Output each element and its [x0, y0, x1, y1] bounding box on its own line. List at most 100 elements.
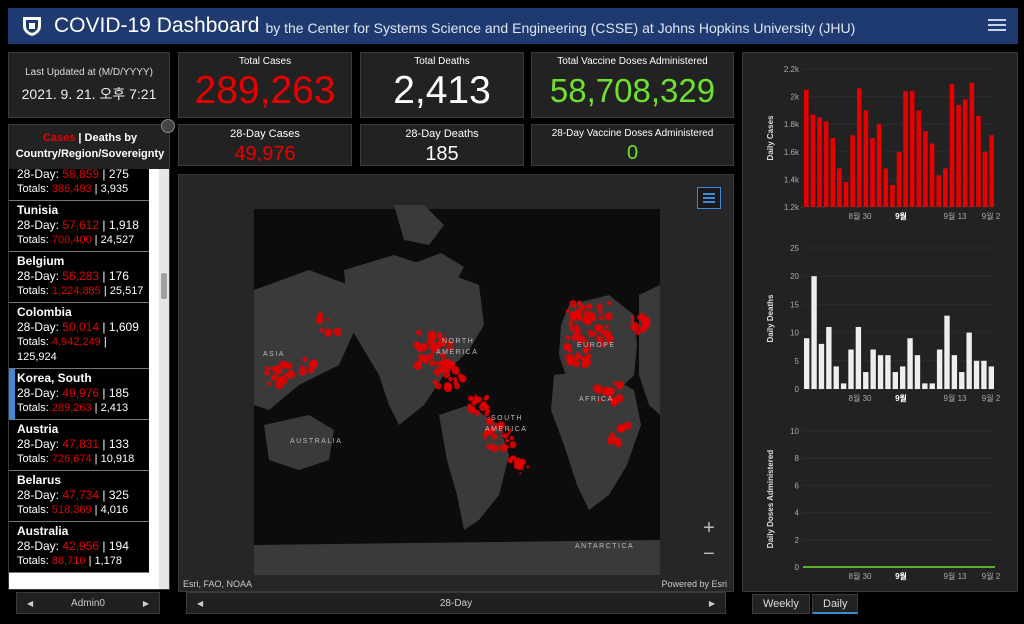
bar[interactable] [982, 151, 988, 207]
case-dot[interactable] [447, 341, 453, 347]
case-dot[interactable] [442, 362, 450, 370]
bar[interactable] [959, 372, 965, 389]
case-dot[interactable] [443, 371, 451, 379]
case-dot[interactable] [642, 317, 650, 325]
case-dot[interactable] [614, 440, 622, 448]
case-dot[interactable] [277, 368, 280, 371]
case-dot[interactable] [585, 353, 592, 360]
bar[interactable] [848, 349, 854, 389]
bar[interactable] [909, 91, 915, 207]
case-dot[interactable] [317, 312, 324, 319]
case-dot[interactable] [319, 327, 325, 333]
case-dot[interactable] [435, 361, 439, 365]
case-dot[interactable] [567, 347, 573, 353]
case-dot[interactable] [573, 304, 577, 308]
bar[interactable] [981, 360, 987, 389]
case-dot[interactable] [566, 359, 574, 366]
case-dot[interactable] [569, 323, 573, 326]
case-dot[interactable] [264, 370, 271, 376]
case-dot[interactable] [508, 428, 512, 433]
bar[interactable] [826, 326, 832, 389]
case-dot[interactable] [606, 436, 616, 445]
bar[interactable] [837, 168, 842, 207]
case-dot[interactable] [451, 366, 460, 375]
case-dot[interactable] [302, 356, 308, 363]
bar[interactable] [810, 114, 816, 207]
case-dot[interactable] [438, 337, 447, 346]
case-dot[interactable] [490, 444, 499, 453]
case-dot[interactable] [639, 325, 647, 333]
case-dot[interactable] [599, 331, 604, 336]
map-next-arrow-icon[interactable]: ▶ [708, 598, 715, 608]
bar[interactable] [903, 91, 908, 207]
case-dot[interactable] [605, 324, 609, 329]
case-dot[interactable] [286, 370, 296, 379]
case-dot[interactable] [453, 376, 458, 381]
bar[interactable] [856, 88, 862, 207]
case-dot[interactable] [597, 303, 603, 309]
case-dot[interactable] [448, 376, 453, 382]
case-dot[interactable] [604, 312, 613, 321]
case-dot[interactable] [433, 368, 440, 374]
bar[interactable] [922, 383, 928, 389]
case-dot[interactable] [324, 330, 332, 337]
bar[interactable] [973, 360, 980, 389]
case-dot[interactable] [298, 367, 307, 376]
bar[interactable] [811, 276, 817, 389]
bar[interactable] [870, 349, 876, 389]
case-dot[interactable] [604, 330, 607, 333]
case-dot[interactable] [416, 329, 422, 336]
case-dot[interactable] [443, 382, 451, 390]
case-dot[interactable] [518, 458, 527, 466]
case-dot[interactable] [587, 329, 591, 333]
case-dot[interactable] [499, 443, 508, 452]
case-dot[interactable] [583, 358, 592, 367]
case-dot[interactable] [597, 315, 600, 319]
list-item[interactable]: Austria 28-Day: 47,831 | 133 Totals: 726,6… [9, 420, 149, 471]
case-dot[interactable] [491, 433, 498, 440]
case-dot[interactable] [630, 319, 634, 323]
case-dot[interactable] [449, 346, 454, 350]
bar[interactable] [850, 135, 855, 207]
bar[interactable] [976, 115, 981, 207]
tab-weekly[interactable]: Weekly [752, 594, 810, 614]
case-dot[interactable] [597, 386, 604, 394]
bar[interactable] [929, 143, 935, 207]
list-item[interactable]: Colombia 28-Day: 50,014 | 1,609 Totals: 4,… [9, 303, 149, 369]
bar[interactable] [892, 372, 898, 389]
case-dot[interactable] [437, 335, 442, 339]
case-dot[interactable] [588, 330, 596, 338]
bar[interactable] [929, 383, 935, 389]
case-dot[interactable] [634, 329, 641, 336]
zoom-in-button[interactable]: + [703, 517, 715, 539]
case-dot[interactable] [623, 421, 632, 430]
bar[interactable] [956, 104, 961, 207]
case-dot[interactable] [274, 380, 284, 390]
case-dot[interactable] [266, 380, 269, 384]
legend-list-icon[interactable] [697, 187, 721, 209]
prev-arrow-icon[interactable]: ◀ [27, 598, 34, 608]
list-item[interactable]: 28-Day: 58,859 | 275 Totals: 386,493 | 3,… [9, 169, 149, 201]
map-panel[interactable]: ASIA NORTH AMERICA EUROPE AFRICA SOUTH A… [178, 174, 734, 592]
bar[interactable] [989, 135, 994, 207]
case-dot[interactable] [279, 360, 288, 369]
case-dot[interactable] [589, 348, 592, 351]
bar[interactable] [817, 117, 822, 207]
case-dot[interactable] [586, 304, 590, 308]
bar[interactable] [951, 355, 958, 389]
case-dot[interactable] [599, 315, 605, 321]
bar[interactable] [870, 138, 875, 207]
hamburger-menu-icon[interactable] [988, 16, 1006, 34]
bar[interactable] [883, 168, 889, 207]
bar[interactable] [969, 82, 975, 207]
case-dot[interactable] [505, 438, 510, 443]
case-dot[interactable] [420, 342, 428, 350]
bar[interactable] [916, 110, 922, 207]
case-dot[interactable] [572, 330, 577, 335]
bar[interactable] [890, 184, 895, 207]
case-dot[interactable] [569, 326, 574, 332]
zoom-out-button[interactable]: − [703, 543, 715, 565]
case-dot[interactable] [429, 332, 437, 341]
case-dot[interactable] [584, 344, 588, 348]
case-dot[interactable] [606, 300, 611, 306]
